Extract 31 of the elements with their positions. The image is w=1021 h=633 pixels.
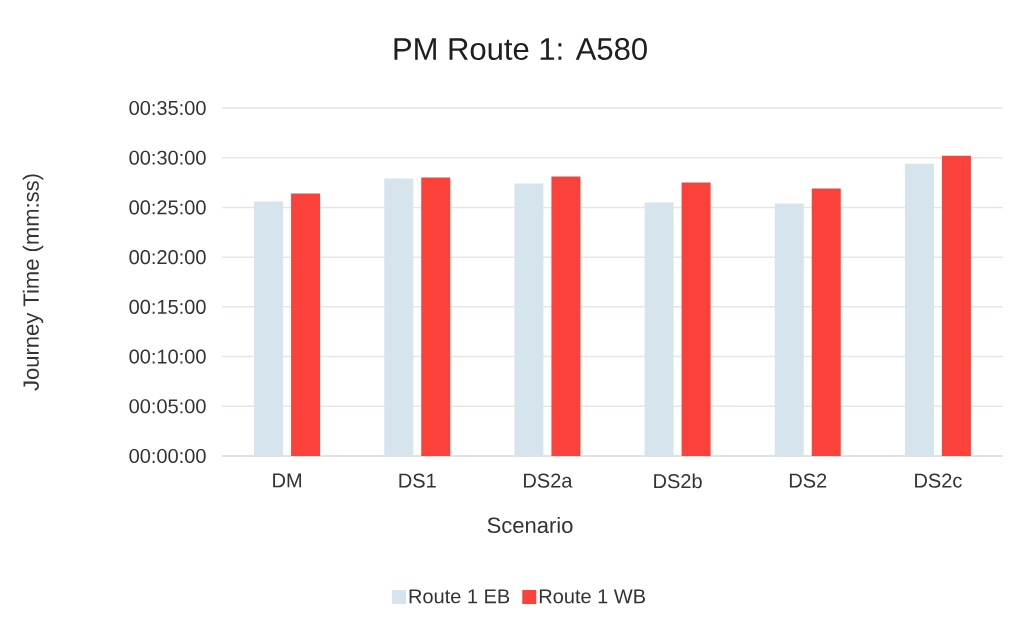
bar [254, 201, 284, 456]
y-tick-label: 00:20:00 [129, 250, 206, 265]
bar [291, 193, 321, 456]
y-tick-label: 00:25:00 [129, 200, 206, 215]
legend-label: Route 1 WB [539, 589, 645, 604]
y-tick-label: 00:15:00 [129, 299, 206, 314]
x-tick-label: DM [273, 473, 301, 488]
x-tick-label: DS2c [915, 473, 962, 488]
bar [811, 188, 841, 456]
bar [644, 202, 674, 456]
bar [421, 177, 451, 456]
x-tick-label: DS2 [789, 473, 827, 488]
bar [384, 178, 414, 456]
bar [514, 183, 544, 456]
y-tick-label: 00:05:00 [129, 399, 206, 414]
bar [681, 182, 711, 456]
y-tick-label: 00:35:00 [129, 100, 206, 116]
x-tick-label: DS2a [524, 473, 573, 488]
x-tick-label: DS1 [399, 473, 436, 488]
y-tick-label: 00:10:00 [129, 349, 206, 364]
y-tick-label: 00:00:00 [129, 448, 206, 464]
bar [551, 176, 581, 456]
legend-label: Route 1 EB [409, 589, 510, 604]
bar [941, 155, 971, 456]
x-axis-title: Scenario [487, 516, 573, 534]
y-axis-title: Journey Time (mm:ss) [22, 174, 44, 391]
y-tick-label: 00:30:00 [129, 150, 206, 165]
x-tick-label: DS2b [654, 473, 702, 489]
chart-title: PM Route 1: A580 [394, 38, 647, 60]
bar [904, 163, 934, 456]
bar [774, 203, 804, 456]
